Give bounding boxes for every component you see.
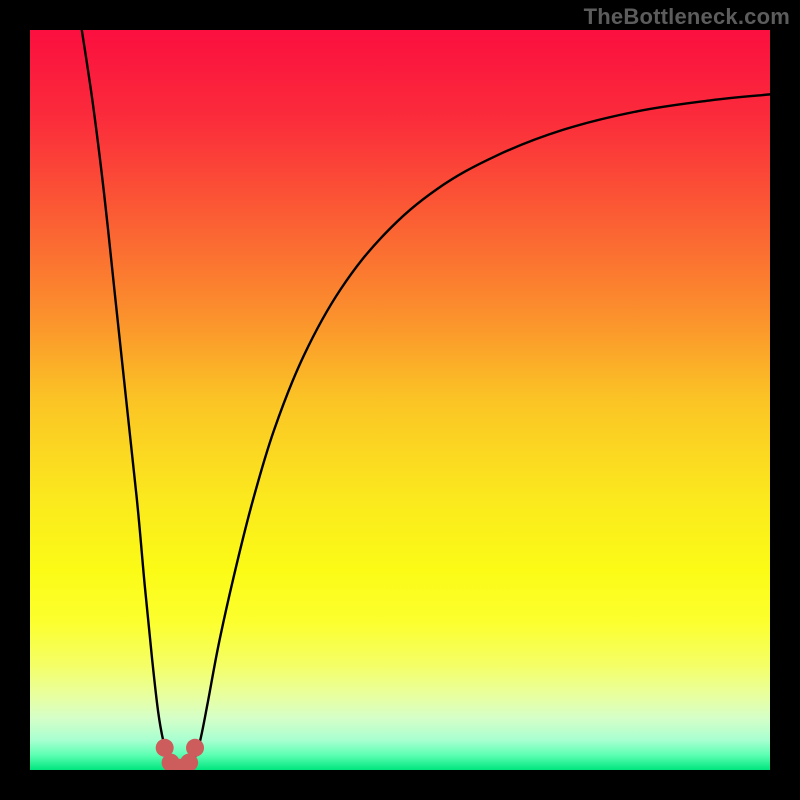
watermark-text: TheBottleneck.com — [584, 4, 790, 30]
marker-dot — [186, 739, 204, 757]
bottleneck-plot — [30, 30, 770, 770]
chart-frame: TheBottleneck.com — [0, 0, 800, 800]
gradient-background — [30, 30, 770, 770]
